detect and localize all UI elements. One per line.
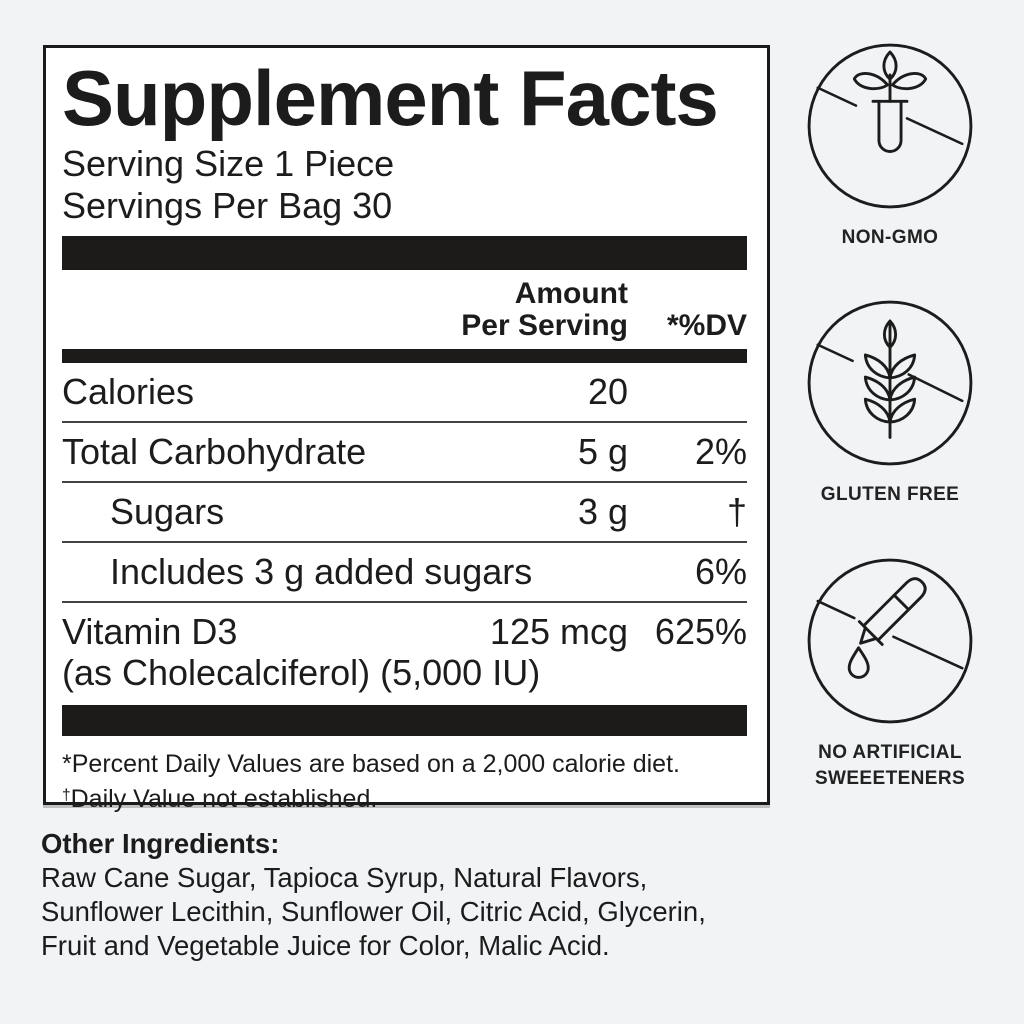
table-header-row: Amount Per Serving *%DV bbox=[62, 270, 747, 349]
badge-no-artificial-sweeteners: NO ARTIFICIAL SWEEETENERS bbox=[804, 556, 976, 792]
other-ingredients-line: Raw Cane Sugar, Tapioca Syrup, Natural F… bbox=[41, 862, 648, 893]
badge-non-gmo: NON-GMO bbox=[804, 41, 976, 251]
other-ingredients-section: Other Ingredients: Raw Cane Sugar, Tapio… bbox=[41, 826, 831, 963]
footnote-marker: † bbox=[62, 787, 71, 804]
table-row-sugars: Sugars 3 g † bbox=[62, 481, 747, 541]
nutrient-amount: 5 g bbox=[577, 431, 628, 472]
nutrient-amount: 125 mcg bbox=[489, 611, 628, 652]
badge-label: NO ARTIFICIAL SWEEETENERS bbox=[804, 740, 976, 792]
servings-per-bag: Servings Per Bag 30 bbox=[62, 185, 393, 226]
nutrient-dv: † bbox=[726, 491, 747, 532]
nutrient-name: Includes 3 g added sugars bbox=[110, 551, 533, 592]
nutrient-name: Sugars bbox=[110, 491, 225, 532]
footnote-marker: * bbox=[62, 750, 72, 778]
nutrient-name: Calories bbox=[62, 371, 195, 412]
column-header-amount: Amount Per Serving bbox=[388, 278, 628, 342]
wheat-icon bbox=[807, 300, 973, 466]
nutrient-amount: 20 bbox=[587, 371, 628, 412]
column-header-dv: *%DV bbox=[666, 309, 747, 342]
badge-label: GLUTEN FREE bbox=[820, 484, 960, 505]
table-row-added-sugars: Includes 3 g added sugars 6% bbox=[62, 541, 747, 601]
dropper-icon bbox=[807, 558, 973, 724]
other-ingredients-line: Sunflower Lecithin, Sunflower Oil, Citri… bbox=[41, 896, 706, 927]
nutrient-source-note: (as Cholecalciferol) (5,000 IU) bbox=[62, 652, 541, 693]
footnote-text: Percent Daily Values are based on a 2,00… bbox=[71, 750, 680, 778]
serving-size: Serving Size 1 Piece bbox=[62, 143, 395, 184]
badge-label: NON-GMO bbox=[841, 227, 939, 248]
nutrient-dv: 625% bbox=[654, 611, 747, 652]
nutrient-name: Vitamin D3 bbox=[62, 611, 238, 652]
footnote-daily-values: *Percent Daily Values are based on a 2,0… bbox=[62, 748, 747, 780]
column-header-amount-line1: Amount bbox=[514, 277, 628, 310]
test-tube-plant-icon bbox=[807, 43, 973, 209]
nutrient-dv: 6% bbox=[694, 551, 747, 592]
supplement-facts-panel: Supplement Facts Serving Size 1 Piece Se… bbox=[43, 45, 770, 813]
table-row-calories: Calories 20 bbox=[62, 363, 747, 421]
badge-label-line2: SWEEETENERS bbox=[814, 768, 966, 789]
nutrient-dv: 2% bbox=[694, 431, 747, 472]
nutrient-amount: 3 g bbox=[577, 491, 628, 532]
footnotes: *Percent Daily Values are based on a 2,0… bbox=[62, 736, 747, 815]
footnote-dv-not-established: †Daily Value not established. bbox=[62, 780, 747, 815]
divider-bar-header bbox=[62, 349, 747, 363]
panel-title: Supplement Facts bbox=[62, 54, 719, 142]
badge-gluten-free: GLUTEN FREE bbox=[804, 298, 976, 508]
other-ingredients-heading: Other Ingredients: bbox=[41, 828, 280, 859]
other-ingredients-line: Fruit and Vegetable Juice for Color, Mal… bbox=[41, 930, 610, 961]
badge-label-line1: NO ARTIFICIAL bbox=[818, 742, 962, 763]
table-row-vitamin-d3: Vitamin D3 125 mcg 625% (as Cholecalcife… bbox=[62, 601, 747, 702]
divider-bar-bottom bbox=[62, 705, 747, 736]
table-row-total-carbohydrate: Total Carbohydrate 5 g 2% bbox=[62, 421, 747, 481]
footnote-text: Daily Value not established. bbox=[70, 785, 378, 813]
divider-bar-top bbox=[62, 236, 747, 270]
column-header-amount-line2: Per Serving bbox=[461, 309, 628, 342]
nutrient-name: Total Carbohydrate bbox=[62, 431, 367, 472]
